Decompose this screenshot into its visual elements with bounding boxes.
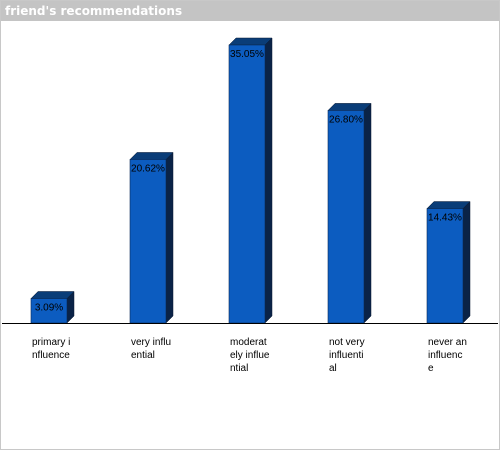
bar-1 — [130, 159, 166, 323]
bar-side-4 — [463, 202, 470, 323]
category-label-4: never an influence — [428, 336, 468, 375]
bar-top-0 — [31, 291, 74, 298]
bar-top-1 — [130, 152, 173, 159]
bar-value-label-1: 20.62% — [131, 163, 165, 174]
bar-side-1 — [166, 152, 173, 323]
bar-side-3 — [364, 103, 371, 323]
bar-top-4 — [427, 202, 470, 209]
bar-3 — [328, 110, 364, 323]
category-label-2: moderately influential — [230, 336, 270, 375]
category-label-1: very influential — [131, 336, 171, 362]
bar-top-3 — [328, 103, 371, 110]
bar-value-label-2: 35.05% — [230, 49, 264, 60]
bar-side-2 — [265, 38, 272, 323]
bar-top-2 — [229, 38, 272, 45]
bar-value-label-3: 26.80% — [329, 114, 363, 125]
bar-value-label-4: 14.43% — [428, 213, 462, 224]
bar-2 — [229, 45, 265, 323]
bar-value-label-0: 3.09% — [35, 302, 63, 313]
category-label-3: not very influential — [329, 336, 369, 375]
bar-4 — [427, 209, 463, 323]
category-label-0: primary influence — [32, 336, 72, 362]
